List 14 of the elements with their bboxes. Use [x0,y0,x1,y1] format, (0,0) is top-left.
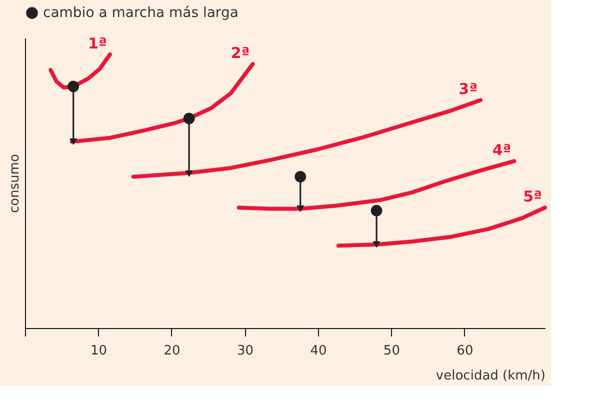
x-tick-label: 10 [90,344,108,358]
series-label: 2ª [230,44,250,62]
x-tick-label: 50 [383,344,400,358]
legend-label: cambio a marcha más larga [43,5,238,21]
x-tick-label: 20 [164,344,180,358]
x-axis-title: velocidad (km/h) [436,368,546,384]
x-tick-label: 60 [456,344,474,358]
series-label: 5ª [523,188,542,206]
series-label: 3ª [458,80,478,98]
x-tick-label: 40 [310,344,327,358]
series-label: 1ª [88,34,107,52]
x-tick-label: 30 [236,344,254,358]
y-axis-title: consumo [8,154,22,213]
series-label: 4ª [492,141,512,160]
